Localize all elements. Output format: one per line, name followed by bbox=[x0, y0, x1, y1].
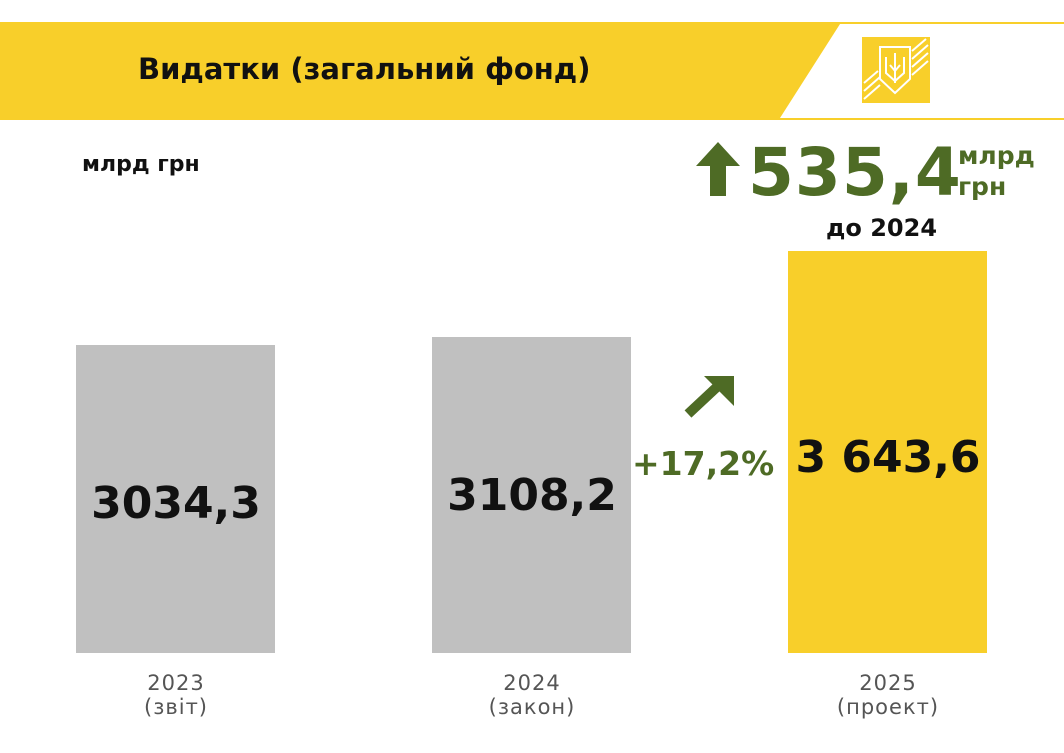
y-axis-unit-label: млрд грн bbox=[82, 152, 200, 177]
category-year: 2023 bbox=[147, 671, 205, 695]
delta-unit: млрд грн bbox=[958, 141, 1035, 201]
page-title: Видатки (загальний фонд) bbox=[138, 52, 591, 86]
category-label: 2023 (звіт) bbox=[76, 671, 276, 719]
category-label: 2024 (закон) bbox=[432, 671, 632, 719]
growth-percent: +17,2% bbox=[632, 444, 775, 483]
category-year: 2025 bbox=[859, 671, 917, 695]
category-year: 2024 bbox=[503, 671, 561, 695]
bar-2024 bbox=[432, 337, 631, 653]
delta-reference: до 2024 bbox=[826, 214, 938, 242]
value-label: 3108,2 bbox=[447, 470, 617, 521]
category-note: (звіт) bbox=[144, 695, 208, 719]
arrow-up-icon bbox=[696, 142, 740, 196]
bar-2023 bbox=[76, 345, 275, 653]
category-label: 2025 (проект) bbox=[788, 671, 988, 719]
category-note: (закон) bbox=[488, 695, 576, 719]
bar-2025 bbox=[788, 251, 987, 653]
delta-value: 535,4 bbox=[748, 134, 962, 211]
value-label: 3 643,6 bbox=[795, 432, 981, 483]
arrow-up-right-icon bbox=[684, 376, 734, 418]
category-note: (проект) bbox=[836, 695, 940, 719]
trident-emblem-icon bbox=[862, 37, 930, 103]
value-label: 3034,3 bbox=[91, 478, 261, 529]
